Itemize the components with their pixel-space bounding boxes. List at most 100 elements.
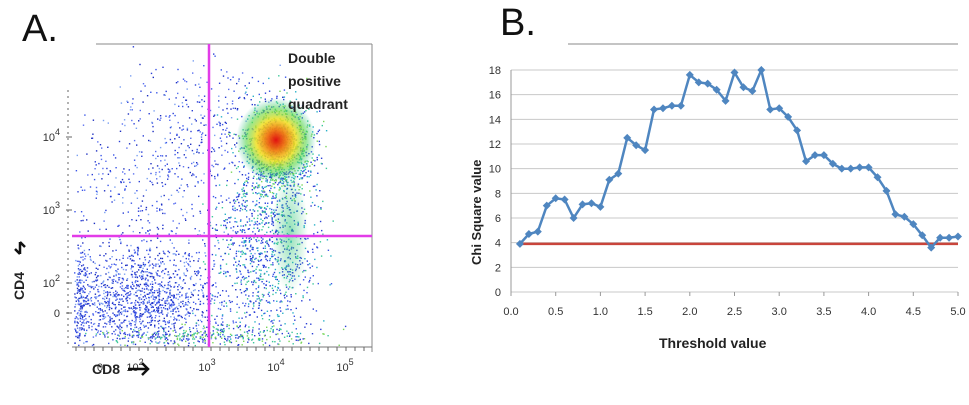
flow-event-dot — [102, 281, 104, 283]
flow-event-dot — [237, 263, 240, 266]
flow-event-dot — [155, 332, 158, 334]
flow-event-dot — [127, 284, 129, 287]
flow-event-dot — [159, 338, 162, 340]
flow-event-dot — [169, 259, 171, 262]
flow-event-dot — [116, 325, 118, 328]
flow-event-dot — [157, 118, 159, 120]
flow-event-dot — [232, 327, 235, 330]
flow-event-dot — [264, 251, 266, 253]
flow-event-dot — [162, 277, 164, 279]
flow-event-dot — [197, 319, 199, 322]
data-point-marker — [623, 133, 632, 142]
data-point-marker — [954, 232, 962, 241]
flow-event-dot — [120, 242, 122, 245]
flow-event-dot — [162, 269, 164, 272]
flow-event-dot — [206, 326, 208, 328]
flow-event-dot — [179, 296, 181, 298]
flow-event-dot — [249, 224, 251, 226]
flow-event-dot — [132, 343, 135, 345]
data-point-marker — [864, 163, 873, 172]
flow-event-dot — [233, 90, 235, 92]
flow-event-dot — [240, 292, 243, 294]
flow-event-dot — [152, 291, 154, 294]
flow-event-dot — [185, 338, 188, 340]
flow-event-dot — [185, 340, 187, 343]
flow-event-dot — [230, 216, 232, 218]
flow-event-dot — [173, 319, 175, 321]
flow-event-dot — [216, 331, 218, 334]
flow-event-dot — [224, 121, 226, 124]
flow-event-dot — [256, 295, 258, 297]
flow-event-dot — [175, 97, 177, 99]
flow-event-dot — [78, 289, 80, 291]
flow-event-dot — [251, 215, 253, 217]
flow-event-dot — [111, 320, 114, 323]
flow-event-dot — [200, 122, 202, 124]
flow-event-dot — [148, 301, 150, 303]
flow-event-dot — [116, 337, 118, 340]
flow-event-dot — [170, 299, 173, 301]
flow-event-dot — [107, 315, 109, 317]
flow-event-dot — [300, 342, 302, 344]
flow-event-dot — [170, 277, 172, 279]
flow-event-dot — [295, 293, 297, 295]
flow-event-dot — [89, 256, 91, 258]
flow-event-dot — [252, 342, 255, 344]
flow-event-dot — [188, 258, 190, 260]
flow-event-dot — [257, 186, 259, 188]
flow-event-dot — [145, 189, 147, 191]
flow-event-dot — [174, 307, 177, 309]
flow-event-dot — [252, 326, 254, 329]
flow-event-dot — [98, 308, 100, 310]
flow-event-dot — [247, 228, 250, 230]
flow-event-dot — [82, 321, 85, 323]
flow-event-dot — [217, 163, 219, 166]
flow-event-dot — [219, 329, 222, 332]
flow-x-tick-label: 105 — [336, 357, 353, 374]
flow-event-dot — [131, 273, 133, 276]
flow-event-dot — [235, 255, 238, 257]
flow-event-dot — [178, 302, 180, 305]
flow-event-dot — [270, 215, 272, 217]
flow-event-dot — [157, 301, 159, 304]
flow-event-dot — [220, 328, 222, 331]
flow-event-dot — [302, 338, 304, 340]
flow-event-dot — [167, 295, 170, 298]
flow-event-dot — [84, 255, 87, 257]
flow-event-dot — [265, 216, 267, 218]
flow-event-dot — [231, 334, 233, 337]
flow-event-dot — [222, 321, 224, 323]
flow-event-dot — [155, 341, 157, 343]
flow-event-dot — [203, 327, 206, 329]
flow-event-dot — [148, 139, 150, 142]
data-point-marker — [542, 201, 551, 210]
flow-event-dot — [139, 313, 141, 315]
flow-event-dot — [119, 86, 121, 88]
flow-event-dot — [325, 167, 328, 170]
flow-event-dot — [176, 227, 178, 229]
flow-event-dot — [253, 187, 255, 189]
flow-event-dot — [127, 211, 129, 213]
flow-event-dot — [156, 273, 158, 275]
flow-event-dot — [151, 319, 154, 321]
flow-event-dot — [303, 289, 305, 292]
flow-event-dot — [258, 230, 260, 232]
chart-y-tick-label: 12 — [489, 139, 501, 151]
flow-event-dot — [270, 187, 272, 190]
flow-event-dot — [126, 296, 129, 299]
flow-event-dot — [117, 294, 119, 297]
flow-event-dot — [247, 280, 250, 282]
flow-event-dot — [260, 278, 262, 281]
flow-event-dot — [252, 254, 254, 257]
flow-event-dot — [133, 123, 135, 125]
data-point-marker — [560, 195, 569, 204]
flow-event-dot — [77, 303, 79, 305]
flow-event-dot — [126, 279, 128, 281]
flow-event-dot — [139, 315, 141, 317]
flow-event-dot — [239, 265, 241, 267]
flow-event-dot — [243, 290, 245, 293]
flow-event-dot — [150, 295, 153, 298]
flow-event-dot — [175, 297, 177, 299]
chart-x-tick-label: 3.5 — [816, 306, 831, 318]
flow-event-dot — [219, 272, 221, 274]
